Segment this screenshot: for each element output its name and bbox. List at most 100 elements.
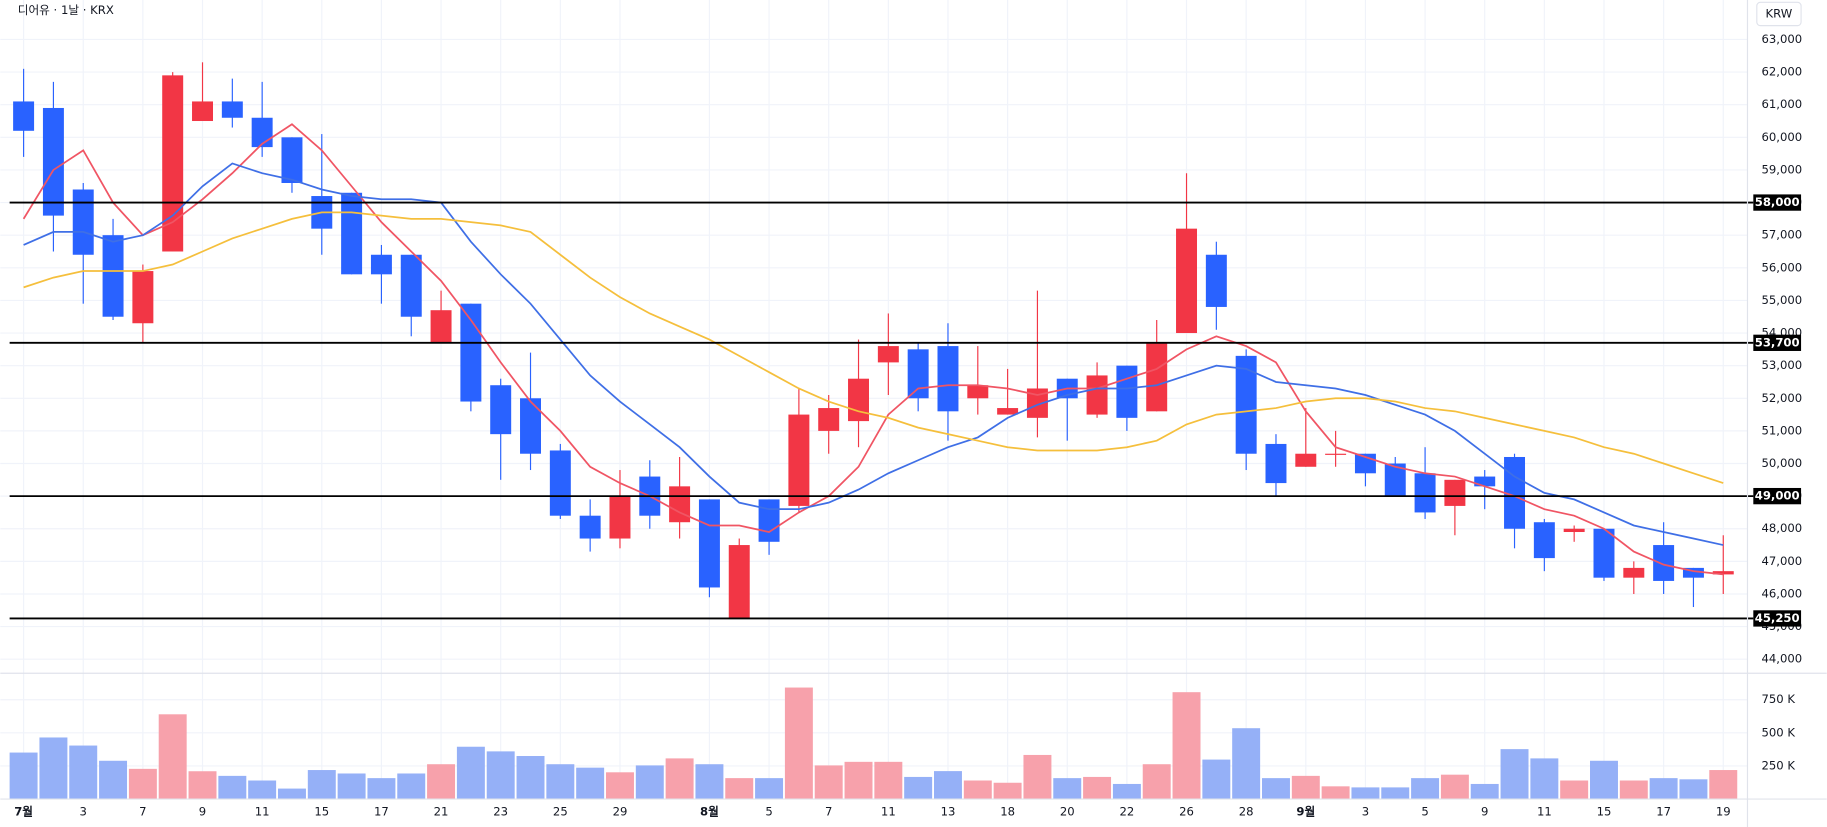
volume-bar bbox=[1142, 764, 1171, 800]
volume-bar bbox=[337, 773, 366, 800]
candle-body bbox=[490, 385, 512, 435]
y-tick-label: 56,000 bbox=[1761, 260, 1802, 274]
x-tick-label: 9 bbox=[199, 804, 206, 818]
x-tick-label: 18 bbox=[1000, 804, 1015, 818]
volume-bar bbox=[576, 767, 605, 800]
x-tick-label: 23 bbox=[493, 804, 508, 818]
candle-body bbox=[967, 385, 989, 399]
volume-bar bbox=[1381, 787, 1410, 800]
volume-bar bbox=[1619, 780, 1648, 800]
y-tick-label: 44,000 bbox=[1761, 652, 1802, 666]
volume-bar bbox=[1083, 776, 1112, 800]
moving-average-line bbox=[22, 123, 1724, 576]
candle-body bbox=[698, 499, 720, 588]
volume-bar bbox=[1590, 760, 1618, 800]
candle-body bbox=[579, 515, 601, 539]
candle-body bbox=[460, 303, 482, 402]
level-label-box bbox=[1753, 487, 1802, 505]
candle-body bbox=[221, 101, 243, 118]
y-tick-label: 60,000 bbox=[1761, 130, 1802, 144]
volume-bar bbox=[1202, 759, 1231, 800]
volume-bar bbox=[1291, 775, 1320, 800]
volume-bar bbox=[1649, 778, 1678, 800]
volume-bar bbox=[755, 778, 784, 800]
volume-bar bbox=[993, 782, 1022, 800]
candle-body bbox=[1325, 453, 1347, 455]
candle-body bbox=[1474, 476, 1496, 487]
candle-body bbox=[102, 235, 124, 317]
plot bbox=[9, 62, 1754, 800]
candle-body bbox=[1533, 522, 1555, 559]
candle-body bbox=[1265, 443, 1287, 484]
volume-bar bbox=[1172, 692, 1201, 800]
y-tick-label: 57,000 bbox=[1761, 228, 1802, 242]
currency-label[interactable]: KRW bbox=[1766, 6, 1793, 20]
level-label: 49,000 bbox=[1755, 489, 1800, 503]
volume-bar bbox=[1321, 786, 1350, 800]
volume-bar bbox=[516, 756, 545, 800]
x-tick-label: 26 bbox=[1179, 804, 1194, 818]
volume-bar bbox=[605, 772, 634, 800]
candle-body bbox=[997, 408, 1019, 415]
volume-tick-label: 750 K bbox=[1761, 692, 1795, 706]
candle-body bbox=[162, 75, 184, 252]
x-tick-label: 5 bbox=[765, 804, 772, 818]
candle-body bbox=[1086, 375, 1108, 415]
candle-body bbox=[1116, 365, 1138, 418]
candle-body bbox=[251, 117, 273, 148]
candle-body bbox=[370, 254, 392, 275]
x-tick-label: 3 bbox=[1362, 804, 1369, 818]
x-tick-label: 25 bbox=[553, 804, 568, 818]
x-tick-label: 3 bbox=[80, 804, 87, 818]
x-tick-label: 22 bbox=[1119, 804, 1134, 818]
x-tick-label: 9 bbox=[1481, 804, 1488, 818]
level-label: 45,250 bbox=[1755, 611, 1800, 625]
candle-body bbox=[1384, 463, 1406, 497]
volume-bar bbox=[486, 751, 515, 800]
x-tick-label: 5 bbox=[1421, 804, 1428, 818]
x-tick-label: 11 bbox=[1537, 804, 1552, 818]
candle-body bbox=[400, 254, 422, 317]
volume-bar bbox=[934, 771, 962, 800]
y-tick-label: 48,000 bbox=[1761, 521, 1802, 535]
volume-bar bbox=[427, 764, 456, 800]
x-tick-label: 8월 bbox=[700, 804, 719, 818]
candle-body bbox=[132, 271, 154, 324]
candle-body bbox=[1235, 355, 1257, 454]
volume-bar bbox=[1232, 728, 1261, 800]
candle-body bbox=[281, 137, 303, 183]
x-tick-label: 9월 bbox=[1296, 804, 1315, 818]
y-tick-label: 50,000 bbox=[1761, 456, 1802, 470]
currency-button[interactable] bbox=[1756, 1, 1802, 27]
y-tick-label: 59,000 bbox=[1761, 162, 1802, 176]
candle-body bbox=[1444, 479, 1466, 506]
volume-bar bbox=[397, 773, 426, 800]
volume-tick-label: 250 K bbox=[1761, 758, 1795, 772]
candle-body bbox=[549, 450, 571, 516]
volume-bar bbox=[784, 687, 813, 800]
y-tick-label: 47,000 bbox=[1761, 554, 1802, 568]
y-tick-label: 62,000 bbox=[1761, 65, 1802, 79]
volume-tick-label: 500 K bbox=[1761, 725, 1795, 739]
volume-bar bbox=[963, 780, 992, 800]
volume-bar bbox=[1440, 774, 1469, 800]
x-tick-label: 7 bbox=[139, 804, 146, 818]
x-tick-label: 11 bbox=[881, 804, 896, 818]
volume-bar bbox=[1023, 754, 1052, 800]
volume-bar bbox=[188, 771, 217, 800]
volume-bar bbox=[1500, 749, 1529, 800]
axes: 44,00045,00046,00047,00048,00049,00050,0… bbox=[14, 32, 1802, 818]
volume-bar bbox=[99, 760, 128, 800]
candle-body bbox=[1563, 528, 1585, 533]
volume-bar bbox=[1262, 778, 1290, 800]
candle-body bbox=[609, 496, 631, 539]
y-tick-label: 53,000 bbox=[1761, 358, 1802, 372]
x-tick-label: 29 bbox=[613, 804, 628, 818]
volume-bar bbox=[1560, 780, 1589, 800]
volume-bar bbox=[9, 752, 38, 800]
candle-body bbox=[818, 408, 840, 431]
volume-bar bbox=[546, 764, 575, 800]
candle-body bbox=[1682, 567, 1704, 578]
volume-bar bbox=[814, 765, 843, 800]
